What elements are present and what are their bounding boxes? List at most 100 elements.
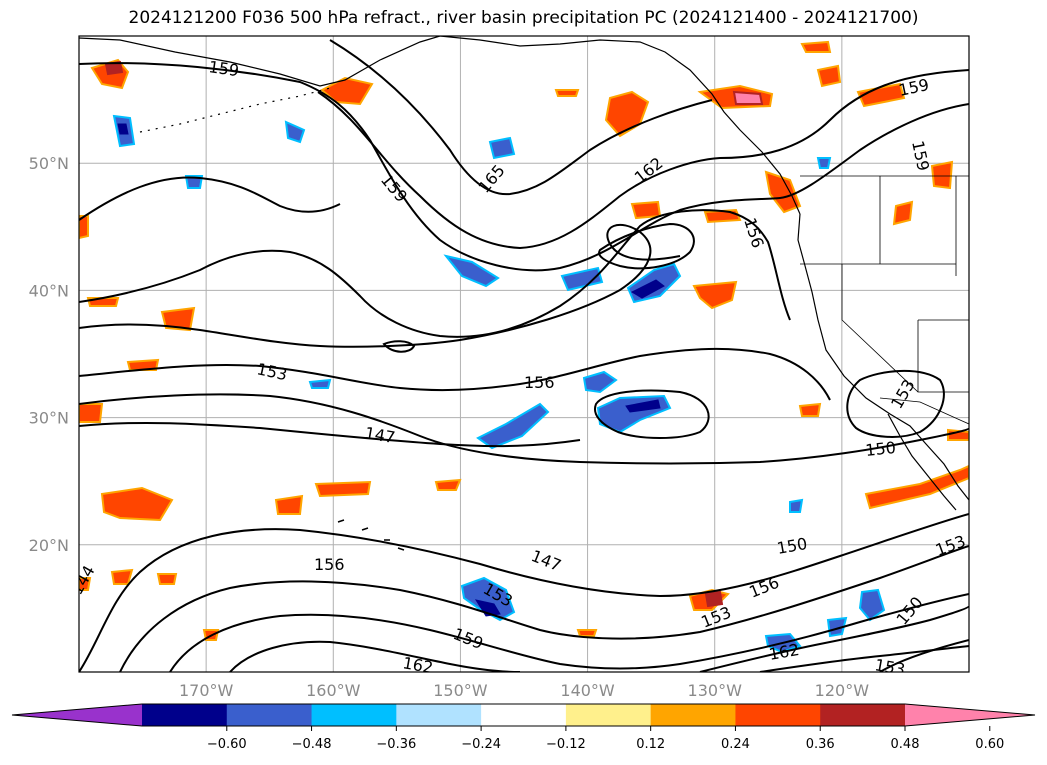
latitude-labels: 50°N 40°N 30°N 20°N — [29, 154, 69, 555]
colorbar-tick-label: 0.48 — [891, 737, 920, 752]
precip-anomaly-strong-negative — [630, 279, 665, 299]
contour-label: 159 — [207, 57, 240, 80]
contour-line — [79, 393, 969, 465]
lon-tick-label: 140°W — [560, 681, 615, 700]
precip-anomaly-negative — [308, 378, 332, 389]
precip-anomaly-positive — [930, 160, 954, 190]
lon-tick-label: 170°W — [179, 681, 234, 700]
colorbar-tick-label: 0.12 — [636, 737, 665, 752]
hawaii-islands — [337, 519, 405, 551]
precip-anomaly-negative — [560, 266, 604, 292]
contour-line — [79, 176, 341, 221]
contour-line — [79, 421, 581, 448]
precip-anomaly-negative — [858, 588, 886, 622]
precip-anomaly-negative — [476, 402, 550, 450]
precip-anomaly-strong-negative — [117, 123, 129, 135]
contour-label: 156 — [524, 373, 555, 392]
colorbar-segment — [565, 704, 652, 726]
lat-tick-label: 20°N — [29, 536, 69, 555]
precip-anomaly-positive — [160, 306, 196, 332]
colorbar-segment — [650, 704, 736, 726]
precip-anomaly-positive — [156, 573, 178, 585]
colorbar-tick-label: 0.36 — [806, 737, 835, 752]
border-state-lines — [800, 176, 969, 393]
precip-anomaly-positive — [126, 358, 160, 371]
colorbar-tick-label: −0.36 — [376, 737, 416, 752]
colorbar-extend-min — [12, 704, 142, 726]
precip-anomaly-positive — [856, 82, 906, 108]
lat-tick-label: 50°N — [29, 154, 69, 173]
lat-tick-label: 40°N — [29, 281, 69, 300]
chart-title: 2024121200 F036 500 hPa refract., river … — [128, 8, 919, 28]
longitude-labels: 170°W 160°W 150°W 140°W 130°W 120°W — [179, 681, 869, 700]
lon-tick-label: 160°W — [306, 681, 361, 700]
colorbar-segment — [481, 704, 567, 726]
precip-shading — [79, 40, 969, 654]
precip-anomaly-negative — [460, 576, 516, 622]
contour-line — [759, 645, 969, 672]
contour-line — [119, 545, 969, 672]
contour-line — [169, 593, 969, 672]
contour-line — [317, 69, 969, 250]
contour-line — [79, 347, 831, 401]
precip-anomaly-negative — [443, 254, 500, 288]
colorbar-tick-label: 0.24 — [721, 737, 750, 752]
colorbar-tick-label: −0.12 — [546, 737, 586, 752]
map-frame — [78, 35, 970, 673]
precip-anomaly-positive — [800, 40, 832, 53]
coastline-alaska-gulf — [439, 36, 801, 215]
precip-anomaly-positive — [864, 464, 969, 510]
precip-anomaly-negative — [284, 120, 306, 144]
refractivity-contours — [79, 39, 969, 672]
lat-tick-label: 30°N — [29, 409, 69, 428]
precip-anomaly-positive — [692, 280, 738, 310]
precip-anomaly-positive — [576, 629, 598, 637]
colorbar-segment — [396, 704, 482, 726]
precip-anomaly-positive — [79, 403, 104, 423]
colorbar-segment — [735, 704, 821, 726]
precip-anomaly-positive — [816, 64, 842, 88]
contour-line — [79, 513, 969, 672]
precip-anomaly-negative — [582, 370, 618, 394]
contour-label: 150 — [864, 438, 896, 460]
precip-anomaly-positive — [434, 478, 462, 491]
precip-anomaly-positive — [764, 170, 802, 214]
aleutian-islands — [139, 87, 331, 133]
precip-anomaly-negative — [816, 157, 832, 169]
precip-anomaly-strong-positive — [704, 590, 724, 608]
precip-anomaly-strong-negative — [625, 399, 661, 413]
precip-anomaly-positive — [798, 402, 822, 417]
colorbar-tick-label: 0.60 — [975, 737, 1004, 752]
contour-line — [699, 605, 969, 672]
coastline-alaska — [79, 36, 441, 87]
precip-anomaly-positive — [110, 568, 134, 585]
contour-line — [598, 222, 695, 270]
contour-label: 162 — [401, 653, 434, 677]
colorbar-tick-label: −0.60 — [207, 737, 247, 752]
precip-anomaly-positive — [79, 577, 92, 591]
precip-anomaly-positive — [274, 494, 304, 515]
precip-anomaly-negative — [184, 175, 204, 189]
contour-line — [382, 340, 416, 353]
precip-anomaly-negative — [789, 498, 804, 513]
coastline-us-west — [797, 213, 969, 501]
colorbar-outline — [11, 703, 1036, 727]
precip-anomaly-positive — [314, 480, 372, 498]
precip-anomaly-positive — [100, 486, 174, 522]
coastline-baja — [887, 413, 957, 511]
contour-label: 156 — [314, 555, 345, 574]
precip-anomaly-positive — [630, 200, 662, 220]
precip-anomaly-positive — [554, 89, 580, 97]
colorbar-tick-label: −0.24 — [461, 737, 501, 752]
borders — [800, 175, 969, 425]
map-area — [79, 36, 969, 672]
contour-line — [879, 639, 969, 672]
contour-line — [846, 370, 945, 438]
colorbar-segment — [820, 704, 906, 726]
colorbar: −0.60 −0.48 −0.36 −0.24 −0.12 0.12 0.24 0.36 0.4… — [11, 703, 1036, 752]
colorbar-tick-label: −0.48 — [292, 737, 332, 752]
colorbar-segment — [142, 704, 228, 726]
lon-tick-label: 130°W — [688, 681, 743, 700]
colorbar-segment — [311, 704, 397, 726]
coastlines — [79, 36, 969, 551]
